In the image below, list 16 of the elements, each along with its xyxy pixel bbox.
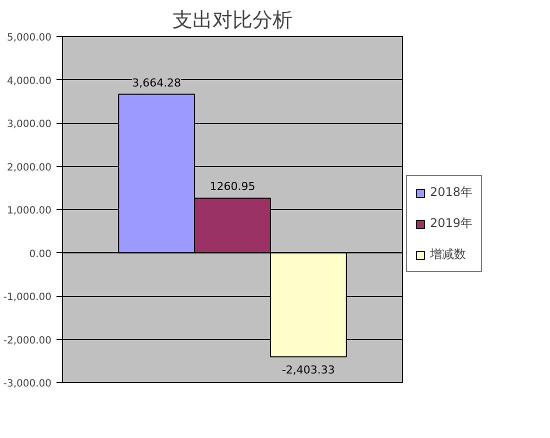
y-tick-label: 4,000.00 xyxy=(6,76,52,87)
y-tick-label: 1,000.00 xyxy=(6,206,52,216)
y-tick-label: 0.00 xyxy=(29,248,52,260)
y-tick-label: 3,000.00 xyxy=(6,119,52,130)
y-tick-label: 2,000.00 xyxy=(6,162,52,174)
y-tick-label: -2,000.00 xyxy=(3,335,52,346)
legend-label: 2018年 xyxy=(430,184,473,201)
data-label: -2,403.33 xyxy=(282,364,335,377)
y-tick-label: 5,000.00 xyxy=(6,32,52,44)
data-label: 3,664.28 xyxy=(132,76,182,90)
chart-title: 支出对比分析 xyxy=(172,8,292,32)
y-tick-label: -1,000.00 xyxy=(3,292,52,303)
y-tick-label: -3,000.00 xyxy=(3,378,52,390)
data-label: 1260.95 xyxy=(210,180,256,194)
legend-label: 增减数 xyxy=(430,246,466,263)
legend-label: 2019年 xyxy=(430,215,473,232)
